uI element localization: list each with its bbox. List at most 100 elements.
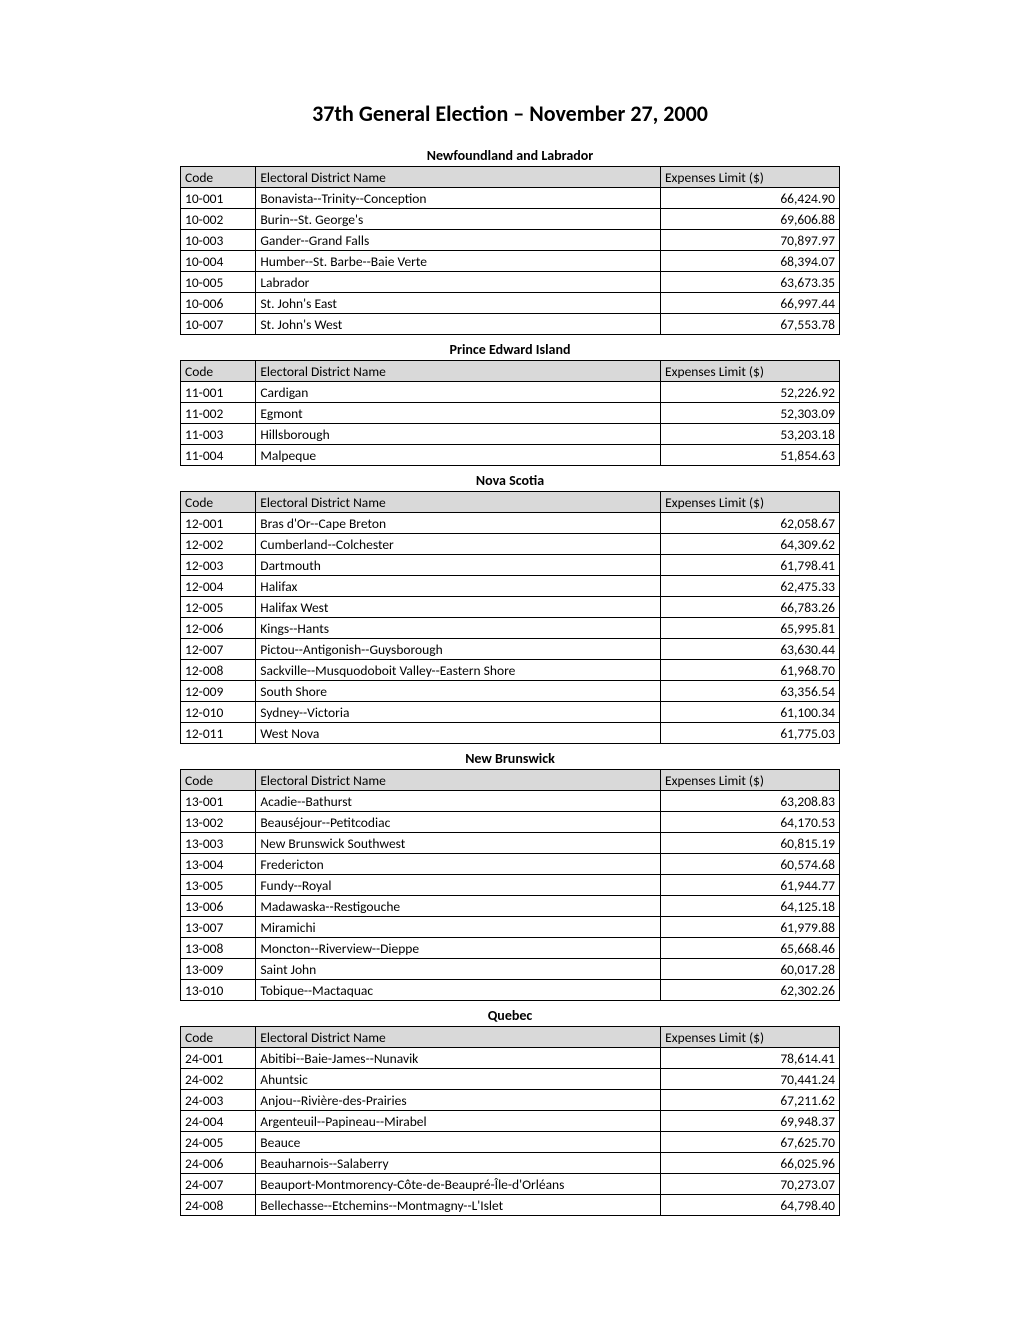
table-row: 11-002Egmont52,303.09	[181, 403, 840, 424]
cell-name: Sackville--Musquodoboit Valley--Eastern …	[256, 660, 661, 681]
cell-limit: 63,673.35	[660, 272, 839, 293]
section-title: Nova Scotia	[150, 472, 870, 489]
cell-code: 12-002	[181, 534, 256, 555]
cell-name: Abitibi--Baie-James--Nunavik	[256, 1048, 661, 1069]
cell-limit: 60,574.68	[661, 854, 840, 875]
cell-limit: 52,303.09	[661, 403, 840, 424]
cell-name: Beauport-Montmorency-Côte-de-Beaupré-Île…	[256, 1174, 661, 1195]
table-row: 24-003Anjou--Rivière-des-Prairies67,211.…	[181, 1090, 840, 1111]
table-row: 13-010Tobique--Mactaquac62,302.26	[181, 980, 840, 1001]
data-table: CodeElectoral District NameExpenses Limi…	[180, 769, 840, 1001]
cell-limit: 65,668.46	[661, 938, 840, 959]
cell-limit: 69,948.37	[661, 1111, 840, 1132]
cell-limit: 70,273.07	[661, 1174, 840, 1195]
cell-code: 13-006	[181, 896, 256, 917]
cell-code: 11-001	[181, 382, 256, 403]
table-row: 24-004Argenteuil--Papineau--Mirabel69,94…	[181, 1111, 840, 1132]
cell-code: 13-008	[181, 938, 256, 959]
table-row: 10-004Humber--St. Barbe--Baie Verte68,39…	[181, 251, 840, 272]
cell-limit: 62,475.33	[661, 576, 840, 597]
cell-name: Beauharnois--Salaberry	[256, 1153, 661, 1174]
cell-limit: 61,100.34	[661, 702, 840, 723]
cell-code: 13-010	[181, 980, 256, 1001]
cell-name: Anjou--Rivière-des-Prairies	[256, 1090, 661, 1111]
cell-code: 24-006	[181, 1153, 256, 1174]
cell-name: West Nova	[256, 723, 661, 744]
data-table: CodeElectoral District NameExpenses Limi…	[180, 360, 840, 466]
cell-limit: 64,309.62	[661, 534, 840, 555]
table-row: 13-001Acadie--Bathurst63,208.83	[181, 791, 840, 812]
cell-limit: 68,394.07	[660, 251, 839, 272]
cell-code: 24-001	[181, 1048, 256, 1069]
cell-name: South Shore	[256, 681, 661, 702]
cell-code: 13-004	[181, 854, 256, 875]
table-row: 13-009Saint John60,017.28	[181, 959, 840, 980]
cell-code: 11-004	[181, 445, 256, 466]
table-header-row: CodeElectoral District NameExpenses Limi…	[181, 167, 840, 188]
table-row: 11-001Cardigan52,226.92	[181, 382, 840, 403]
cell-code: 24-008	[181, 1195, 256, 1216]
data-table: CodeElectoral District NameExpenses Limi…	[180, 166, 840, 335]
column-header-name: Electoral District Name	[256, 1027, 661, 1048]
table-row: 13-008Moncton--Riverview--Dieppe65,668.4…	[181, 938, 840, 959]
table-row: 24-001Abitibi--Baie-James--Nunavik78,614…	[181, 1048, 840, 1069]
cell-code: 10-001	[181, 188, 256, 209]
data-table: CodeElectoral District NameExpenses Limi…	[180, 1026, 840, 1216]
page-title: 37th General Election – November 27, 200…	[150, 100, 870, 127]
data-table: CodeElectoral District NameExpenses Limi…	[180, 491, 840, 744]
cell-limit: 51,854.63	[661, 445, 840, 466]
table-row: 12-005Halifax West66,783.26	[181, 597, 840, 618]
cell-code: 12-011	[181, 723, 256, 744]
cell-code: 12-008	[181, 660, 256, 681]
table-row: 24-007Beauport-Montmorency-Côte-de-Beaup…	[181, 1174, 840, 1195]
cell-name: Labrador	[256, 272, 661, 293]
column-header-limit: Expenses Limit ($)	[661, 492, 840, 513]
table-row: 13-005Fundy--Royal61,944.77	[181, 875, 840, 896]
column-header-limit: Expenses Limit ($)	[661, 361, 840, 382]
table-row: 13-004Fredericton60,574.68	[181, 854, 840, 875]
cell-code: 10-003	[181, 230, 256, 251]
cell-name: Bras d'Or--Cape Breton	[256, 513, 661, 534]
cell-limit: 62,058.67	[661, 513, 840, 534]
cell-name: Acadie--Bathurst	[256, 791, 661, 812]
section-title: Quebec	[150, 1007, 870, 1024]
cell-limit: 60,815.19	[661, 833, 840, 854]
table-row: 24-005Beauce67,625.70	[181, 1132, 840, 1153]
cell-code: 12-006	[181, 618, 256, 639]
cell-name: Sydney--Victoria	[256, 702, 661, 723]
cell-name: Pictou--Antigonish--Guysborough	[256, 639, 661, 660]
table-row: 13-002Beauséjour--Petitcodiac64,170.53	[181, 812, 840, 833]
cell-code: 24-005	[181, 1132, 256, 1153]
cell-limit: 64,798.40	[661, 1195, 840, 1216]
column-header-code: Code	[181, 167, 256, 188]
cell-code: 11-003	[181, 424, 256, 445]
cell-name: Gander--Grand Falls	[256, 230, 661, 251]
cell-name: Burin--St. George's	[256, 209, 661, 230]
column-header-name: Electoral District Name	[256, 770, 661, 791]
table-row: 12-003Dartmouth61,798.41	[181, 555, 840, 576]
column-header-name: Electoral District Name	[256, 167, 661, 188]
cell-name: Cardigan	[256, 382, 661, 403]
cell-limit: 53,203.18	[661, 424, 840, 445]
cell-limit: 70,897.97	[660, 230, 839, 251]
column-header-name: Electoral District Name	[256, 361, 661, 382]
cell-name: Fredericton	[256, 854, 661, 875]
cell-code: 12-005	[181, 597, 256, 618]
cell-name: Tobique--Mactaquac	[256, 980, 661, 1001]
cell-name: St. John's West	[256, 314, 661, 335]
table-header-row: CodeElectoral District NameExpenses Limi…	[181, 492, 840, 513]
cell-name: Bellechasse--Etchemins--Montmagny--L'Isl…	[256, 1195, 661, 1216]
cell-limit: 66,783.26	[661, 597, 840, 618]
cell-limit: 70,441.24	[661, 1069, 840, 1090]
cell-code: 12-004	[181, 576, 256, 597]
cell-limit: 78,614.41	[661, 1048, 840, 1069]
table-row: 12-001Bras d'Or--Cape Breton62,058.67	[181, 513, 840, 534]
table-row: 10-006St. John's East66,997.44	[181, 293, 840, 314]
cell-code: 11-002	[181, 403, 256, 424]
cell-limit: 64,170.53	[661, 812, 840, 833]
cell-limit: 67,553.78	[660, 314, 839, 335]
cell-name: Bonavista--Trinity--Conception	[256, 188, 661, 209]
cell-limit: 52,226.92	[661, 382, 840, 403]
table-row: 11-004Malpeque51,854.63	[181, 445, 840, 466]
cell-limit: 62,302.26	[661, 980, 840, 1001]
